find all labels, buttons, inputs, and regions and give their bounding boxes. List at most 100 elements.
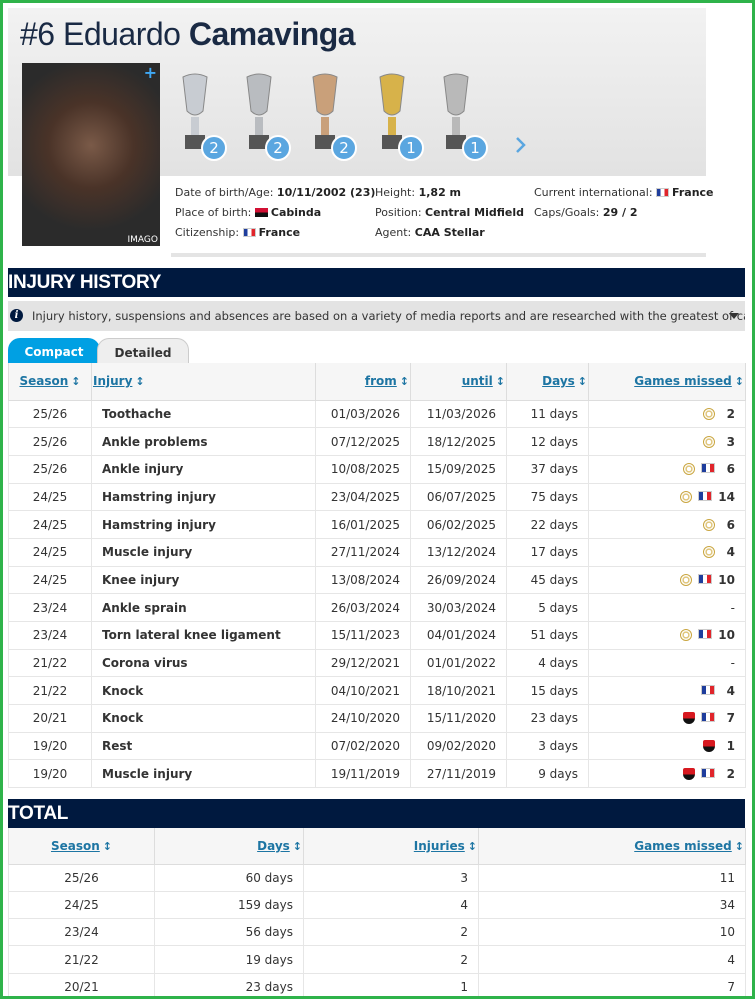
info-value[interactable]: CAA Stellar — [414, 226, 485, 239]
trophy[interactable]: 2 — [171, 71, 231, 161]
trophy[interactable]: 2 — [301, 71, 361, 161]
club-icon — [683, 767, 695, 780]
cell: 18/10/2021 — [410, 676, 507, 706]
column-header[interactable]: Injury — [91, 363, 316, 401]
next-arrow[interactable] — [514, 136, 528, 154]
column-header[interactable]: Games missed — [588, 363, 746, 401]
trophy[interactable]: 1 — [368, 71, 428, 161]
cell: 21/22 — [8, 676, 92, 706]
cell: Toothache — [91, 399, 316, 429]
cell: 23 days — [506, 704, 589, 733]
column-header[interactable]: Injuries — [303, 828, 479, 865]
info-label: Current international: — [534, 186, 653, 199]
trophy[interactable]: 1 — [432, 71, 492, 161]
trophy[interactable]: 2 — [235, 71, 295, 161]
cell: Hamstring injury — [91, 482, 316, 512]
player-photo[interactable]: + IMAGO — [22, 63, 160, 246]
games-missed: 14 — [718, 489, 735, 504]
trophy-count: 2 — [331, 135, 357, 161]
games-cell: 6 — [588, 454, 746, 484]
cell: 23/24 — [8, 918, 155, 947]
trophy-icon — [379, 73, 405, 149]
games-missed: 3 — [726, 434, 735, 449]
expand-caret[interactable] — [729, 313, 739, 319]
cell: 1 — [303, 972, 479, 996]
cell: 20/21 — [8, 704, 92, 733]
column-header[interactable]: Days — [154, 828, 304, 865]
club-icon — [698, 490, 713, 501]
injury-row: 25/26 Ankle problems 07/12/2025 18/12/2025 1… — [8, 427, 746, 456]
injury-row: 19/20 Rest 07/02/2020 09/02/2020 3 days 1 — [8, 731, 746, 761]
plus-icon[interactable]: + — [143, 63, 157, 82]
cell: 26/03/2024 — [315, 593, 411, 622]
info-value[interactable]: France — [672, 186, 714, 199]
cell: Knock — [91, 704, 316, 733]
cell: 19/11/2019 — [315, 759, 411, 789]
cell: 13/08/2024 — [315, 565, 411, 595]
cell: Ankle injury — [91, 454, 316, 484]
cell: 15/11/2020 — [410, 704, 507, 733]
info-row: Citizenship: France — [175, 225, 375, 245]
column-header[interactable]: Games missed — [478, 828, 746, 865]
cell: 06/02/2025 — [410, 510, 507, 539]
cell: 2 — [303, 918, 479, 947]
club-icon — [703, 435, 715, 448]
column-header[interactable]: until — [410, 363, 507, 401]
cell: 15/09/2025 — [410, 454, 507, 484]
cell: 21/22 — [8, 945, 155, 974]
cell: Torn lateral knee ligament — [91, 621, 316, 650]
cell: Muscle injury — [91, 537, 316, 567]
info-value[interactable]: 29 / 2 — [602, 206, 638, 219]
info-icon: i — [10, 309, 23, 322]
cell: 9 days — [506, 759, 589, 789]
info-row: Height: 1,82 m — [375, 185, 524, 205]
cell: 4 — [478, 945, 746, 974]
column-header[interactable]: Days — [506, 363, 589, 401]
column-header[interactable]: Season — [8, 828, 155, 865]
cell: 07/12/2025 — [315, 427, 411, 456]
header-row: SeasonInjuryfromuntilDaysGames missed — [8, 363, 746, 401]
cell: 45 days — [506, 565, 589, 595]
games-cell: 2 — [588, 399, 746, 429]
club-icon — [703, 546, 715, 559]
trophy-icon — [246, 73, 272, 149]
games-cell: 4 — [588, 537, 746, 567]
cell: 23/24 — [8, 621, 92, 650]
trophy-icon — [443, 73, 469, 149]
info-row: Date of birth/Age: 10/11/2002 (23) — [175, 185, 375, 205]
games-missed: 4 — [726, 545, 735, 560]
games-missed: 6 — [726, 517, 735, 532]
cell: 21/22 — [8, 648, 92, 678]
info-label: Caps/Goals: — [534, 206, 600, 219]
games-missed: 2 — [726, 766, 735, 781]
cell: 30/03/2024 — [410, 593, 507, 622]
club-icon — [701, 684, 715, 695]
column-header[interactable]: Season — [8, 363, 92, 401]
cell: Hamstring injury — [91, 510, 316, 539]
games-cell: 3 — [588, 427, 746, 456]
injury-row: 19/20 Muscle injury 19/11/2019 27/11/2019 9 … — [8, 759, 746, 789]
cell: 19/20 — [8, 731, 92, 761]
info-label: Agent: — [375, 226, 412, 239]
profile-header: #6 Eduardo Camavinga + IMAGO 2 2 2 1 1 — [8, 8, 706, 246]
column-header[interactable]: from — [315, 363, 411, 401]
trophy-icon — [182, 73, 208, 149]
cell: 29/12/2021 — [315, 648, 411, 678]
info-note[interactable]: i Injury history, suspensions and absence… — [8, 301, 745, 331]
info-column: Height: 1,82 m Position: Central Midfield… — [375, 185, 524, 245]
cell: 19/20 — [8, 759, 92, 789]
injury-row: 21/22 Corona virus 29/12/2021 01/01/2022 4 d… — [8, 648, 746, 678]
injury-row: 24/25 Hamstring injury 16/01/2025 06/02/202… — [8, 510, 746, 539]
cell: 20/21 — [8, 972, 155, 996]
shirt-number: #6 — [20, 16, 55, 52]
cell: 4 days — [506, 648, 589, 678]
tab[interactable]: Detailed — [97, 338, 189, 366]
tab[interactable]: Compact — [8, 338, 100, 366]
games-missed: - — [730, 656, 735, 671]
info-column: Date of birth/Age: 10/11/2002 (23) Place … — [175, 185, 375, 245]
cell: 23/24 — [8, 593, 92, 622]
games-cell: - — [588, 648, 746, 678]
injury-row: 24/25 Knee injury 13/08/2024 26/09/2024 45 d… — [8, 565, 746, 595]
cell: 37 days — [506, 454, 589, 484]
